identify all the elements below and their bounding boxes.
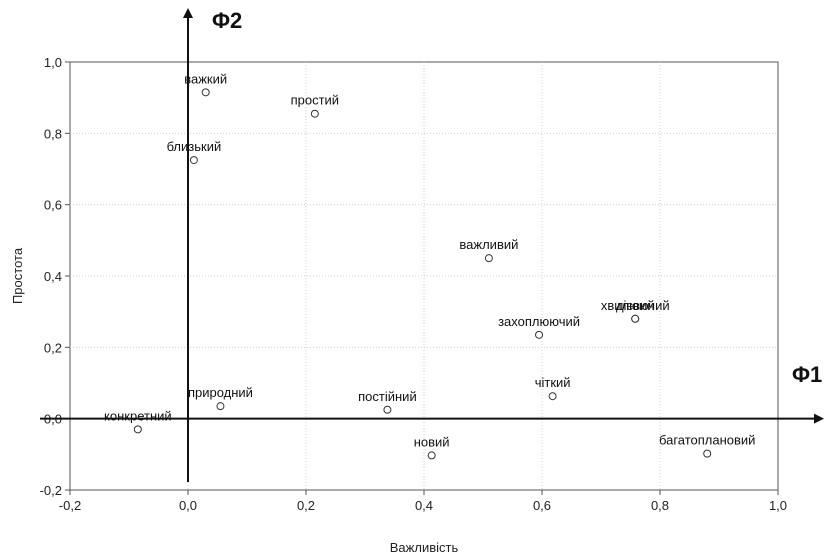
x-tick-label: 0,8	[651, 498, 669, 513]
data-point-label: захоплюючий	[498, 314, 580, 329]
y-tick-label: 0,8	[44, 126, 62, 141]
y-tick-label: 0,4	[44, 269, 62, 284]
data-point-label: чіткий	[535, 375, 571, 390]
data-point	[310, 109, 319, 118]
x-tick-label: 0,0	[179, 498, 197, 513]
y-tick-label: -0,2	[40, 483, 62, 498]
data-point	[383, 405, 392, 414]
x-tick-label: 0,2	[297, 498, 315, 513]
data-point	[427, 451, 436, 460]
x-tick-label: 0,4	[415, 498, 433, 513]
data-point-label: близький	[167, 139, 222, 154]
data-points: важкий простий близький важливий хвилюючийді…	[104, 71, 756, 460]
data-point	[189, 156, 198, 165]
y-tick-label: 0,6	[44, 198, 62, 213]
data-point-label: важкий	[184, 71, 227, 86]
x-tick-label: 0,6	[533, 498, 551, 513]
data-point	[201, 88, 210, 97]
phi1-label: Φ1	[792, 362, 822, 387]
data-point	[484, 254, 493, 263]
data-point	[535, 330, 544, 339]
data-point	[631, 314, 640, 323]
y-tick-label: 1,0	[44, 55, 62, 70]
data-point-label: новий	[414, 434, 450, 449]
data-point-label: конкретний	[104, 408, 172, 423]
data-point-label: багатоплановий	[659, 433, 756, 448]
phi2-label: Φ2	[212, 8, 242, 33]
data-point-label: простий	[291, 93, 339, 108]
x-axis-label: Важливість	[390, 540, 459, 555]
data-point-label: природний	[188, 385, 253, 400]
data-point-label: хвилюючий	[601, 298, 670, 313]
x-tick-label: 1,0	[769, 498, 787, 513]
data-point-label: постійний	[358, 389, 417, 404]
data-point-label: важливий	[459, 237, 518, 252]
data-point	[703, 449, 712, 458]
x-tick-label: -0,2	[59, 498, 81, 513]
data-point	[133, 425, 142, 434]
y-tick-label: 0,2	[44, 340, 62, 355]
data-point	[548, 392, 557, 401]
grid-lines	[70, 62, 778, 490]
data-point	[216, 402, 225, 411]
data-point-label: дієвий	[616, 298, 655, 313]
y-axis-label: Простота	[10, 247, 25, 304]
